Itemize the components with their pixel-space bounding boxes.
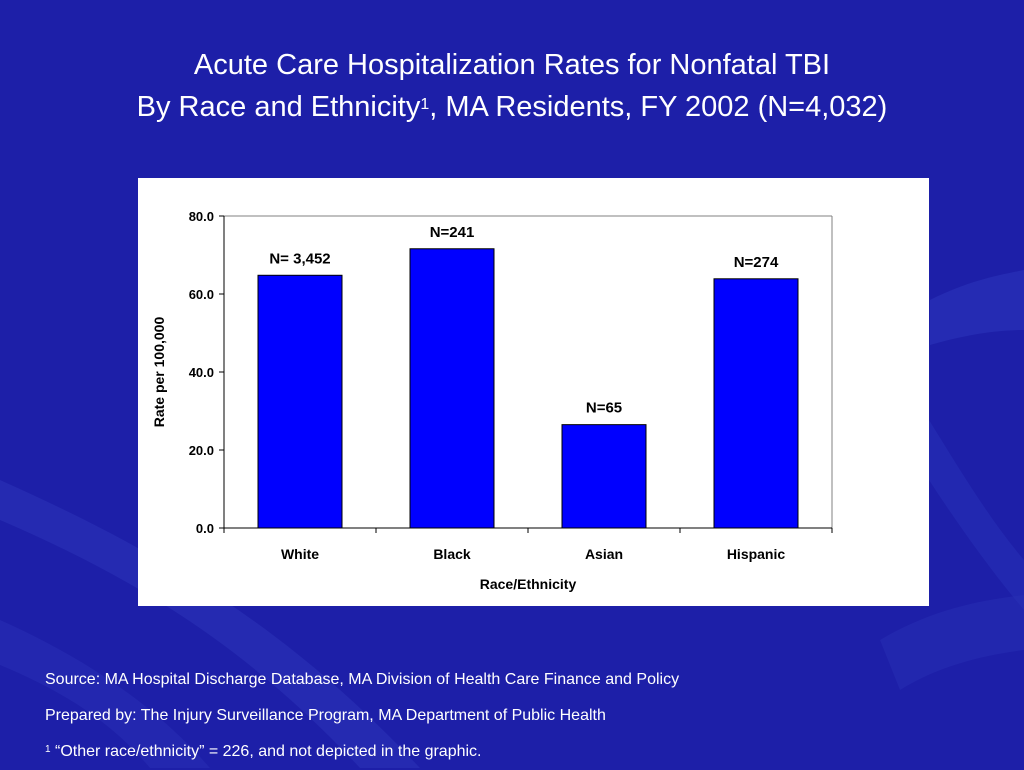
y-tick-label: 80.0 (189, 209, 214, 224)
footnotes: Source: MA Hospital Discharge Database, … (45, 662, 679, 770)
prepared-by-note: Prepared by: The Injury Surveillance Pro… (45, 707, 606, 724)
title-line-2: By Race and Ethnicity1, MA Residents, FY… (0, 86, 1024, 128)
chart-panel: 0.0 20.0 40.0 60.0 80.0 White N= 3,452 Black N=2… (138, 178, 929, 606)
data-label: N= 3,452 (269, 250, 330, 267)
footnote-1: 1 “Other race/ethnicity” = 226, and not … (45, 734, 679, 770)
y-tick-label: 60.0 (189, 287, 214, 302)
data-label: N=65 (586, 400, 622, 417)
x-axis-title: Race/Ethnicity (480, 576, 577, 592)
title-superscript: 1 (420, 96, 430, 113)
y-tick-label: 0.0 (196, 521, 214, 536)
y-tick-label: 40.0 (189, 365, 214, 380)
x-tick-label: Black (433, 546, 471, 562)
data-label: N=241 (430, 224, 475, 241)
bar-black (409, 248, 495, 529)
title-line-1: Acute Care Hospitalization Rates for Non… (193, 49, 831, 81)
title-line-2-suffix: , MA Residents, FY 2002 (N=4,032) (429, 91, 888, 123)
data-label: N=274 (734, 254, 779, 271)
footnote-marker: 1 (45, 744, 51, 755)
x-tick-label: Asian (585, 546, 623, 562)
y-axis-title: Rate per 100,000 (151, 317, 167, 428)
bar-hispanic (713, 278, 799, 529)
bar-chart: 0.0 20.0 40.0 60.0 80.0 White N= 3,452 Black N=2… (151, 209, 833, 592)
y-tick-label: 20.0 (189, 443, 214, 458)
slide-title: Acute Care Hospitalization Rates for Non… (0, 44, 1024, 128)
bar-asian (561, 424, 647, 529)
bar-white (257, 274, 343, 529)
title-line-2-text: By Race and Ethnicity (136, 91, 421, 123)
source-note: Source: MA Hospital Discharge Database, … (45, 671, 680, 688)
x-tick-label: White (281, 546, 319, 562)
footnote-text: “Other race/ethnicity” = 226, and not de… (50, 743, 482, 760)
x-tick-label: Hispanic (727, 546, 786, 562)
